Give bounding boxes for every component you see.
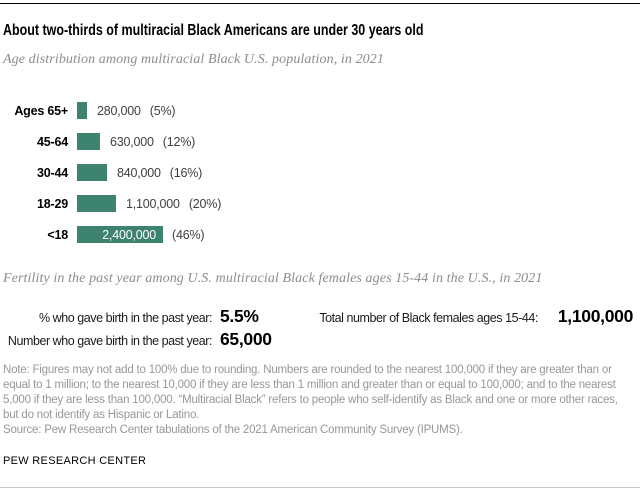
age-distribution-bar-chart: Ages 65+ 280,000 (5%) 45-64 630,000 (12%) 30-4… (3, 102, 635, 243)
bar-value-label: 840,000 (117, 165, 161, 180)
bar-pct-label: (5%) (149, 103, 176, 118)
note-block: Note: Figures may not add to 100% due to… (3, 363, 635, 438)
stat-value: 1,100,000 (557, 306, 633, 326)
bar-category-label: Ages 65+ (14, 103, 68, 118)
bar-value-label: 630,000 (110, 134, 154, 149)
note-text: Note: Figures may not add to 100% due to… (3, 364, 618, 421)
bar-row: 45-64 630,000 (12%) (3, 133, 635, 150)
bar-pct-label: (16%) (169, 165, 203, 180)
bar-category-label: 30-44 (37, 165, 68, 180)
chart-subtitle: Age distribution among multiracial Black… (3, 52, 384, 67)
bar-row: <18 2,400,000 (46%) (3, 226, 635, 243)
card-content: About two-thirds of multiracial Black Am… (0, 4, 640, 438)
stat-pct-gave-birth: % who gave birth in the past year: 5.5% (3, 306, 635, 329)
bar-value-label: 1,100,000 (126, 196, 180, 211)
bar-row: 30-44 840,000 (16%) (3, 164, 635, 181)
fertility-stats: % who gave birth in the past year: 5.5% … (3, 306, 635, 352)
stat-label: Number who gave birth in the past year: (7, 334, 213, 348)
bar (77, 164, 107, 181)
bar-value-label: 280,000 (97, 103, 141, 118)
stat-label: Total number of Black females ages 15-44… (319, 311, 538, 325)
bar-category-label: 45-64 (37, 134, 68, 149)
stat-total-black-females: Total number of Black females ages 15-44… (319, 306, 633, 329)
fertility-left-column: % who gave birth in the past year: 5.5% … (3, 306, 635, 352)
fertility-subtitle: Fertility in the past year among U.S. mu… (3, 271, 543, 286)
source-text: Source: Pew Research Center tabulations … (3, 424, 463, 436)
top-divider (0, 3, 640, 4)
bar (77, 102, 87, 119)
page-title: About two-thirds of multiracial Black Am… (3, 22, 424, 39)
fertility-right-column: Total number of Black females ages 15-44… (319, 306, 633, 329)
stat-value: 5.5% (220, 306, 259, 326)
bar-row: Ages 65+ 280,000 (5%) (3, 102, 635, 119)
bar (77, 133, 100, 150)
bar-category-label: <18 (47, 227, 68, 242)
bar-pct-label: (20%) (188, 196, 222, 211)
stat-number-gave-birth: Number who gave birth in the past year: … (3, 329, 635, 352)
bar-row: 18-29 1,100,000 (20%) (3, 195, 635, 212)
bar-pct-label: (12%) (162, 134, 196, 149)
bottom-divider (0, 487, 640, 488)
stat-value: 65,000 (220, 329, 272, 349)
bar-pct-label: (46%) (172, 227, 205, 242)
bar-category-label: 18-29 (37, 196, 68, 211)
footer-brand: PEW RESEARCH CENTER (3, 455, 147, 467)
bar (77, 195, 116, 212)
stat-label: % who gave birth in the past year: (39, 311, 212, 325)
bar: 2,400,000 (77, 226, 163, 243)
bar-value-label: 2,400,000 (102, 227, 156, 242)
